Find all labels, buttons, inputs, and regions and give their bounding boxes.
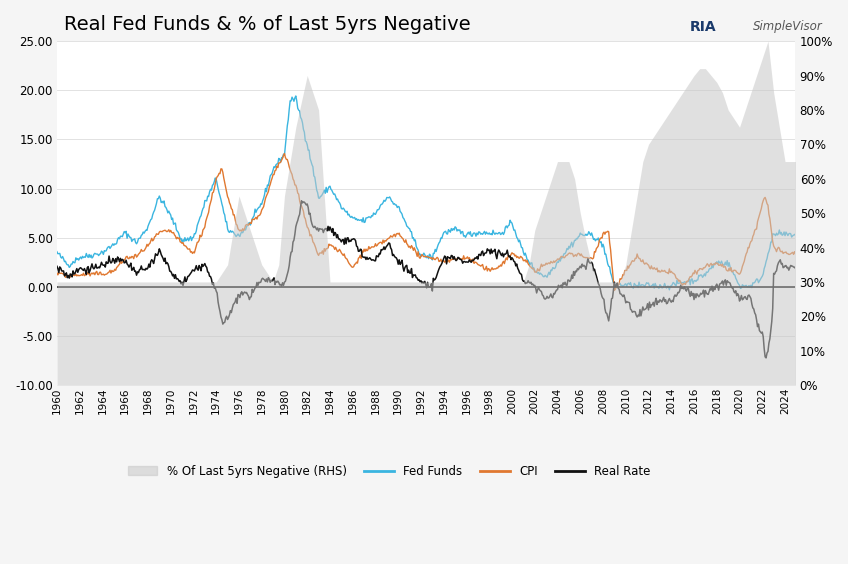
Real Rate [52,263,62,270]
Text: Real Fed Funds & % of Last 5yrs Negative: Real Fed Funds & % of Last 5yrs Negative [64,15,471,34]
Fed Funds [231,233,241,240]
Line: CPI: CPI [57,153,795,290]
Fed Funds [664,287,674,293]
Fed Funds [747,284,757,291]
CPI [231,221,241,227]
CPI [732,269,742,276]
Line: Fed Funds: Fed Funds [57,96,795,290]
Real Rate [790,265,801,272]
Fed Funds [248,214,259,221]
Real Rate [739,294,750,301]
Text: RIA: RIA [690,20,717,34]
Real Rate [731,288,741,294]
Fed Funds [365,214,375,221]
Fed Funds [740,283,750,289]
Text: SimpleVisor: SimpleVisor [753,20,823,33]
CPI [790,250,801,257]
Fed Funds [52,248,62,255]
CPI [248,216,259,223]
CPI [740,254,750,261]
Real Rate [297,197,307,204]
CPI [365,245,375,252]
Real Rate [761,355,771,362]
CPI [747,237,757,244]
Real Rate [248,289,259,296]
CPI [279,150,289,157]
Legend: % Of Last 5yrs Negative (RHS), Fed Funds, CPI, Real Rate: % Of Last 5yrs Negative (RHS), Fed Funds… [123,460,656,482]
Real Rate [231,295,241,302]
CPI [610,287,620,294]
Fed Funds [732,276,742,283]
Real Rate [745,295,756,302]
CPI [52,270,62,276]
Line: Real Rate: Real Rate [57,201,795,358]
Fed Funds [291,92,301,99]
Real Rate [365,254,375,261]
Fed Funds [790,231,801,237]
